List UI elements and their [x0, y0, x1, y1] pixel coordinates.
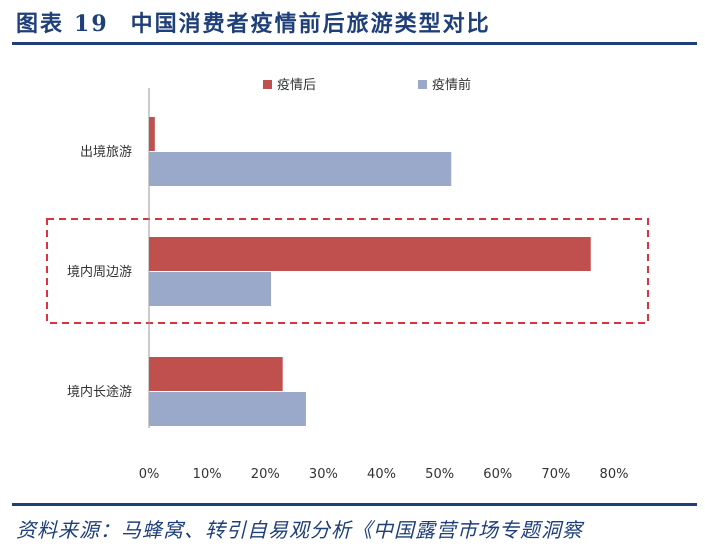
category-label: 境内长途游	[67, 384, 132, 400]
figure-prefix: 图表	[16, 11, 65, 37]
legend-swatch	[263, 80, 272, 89]
title-rule	[12, 42, 697, 45]
x-tick-label: 30%	[309, 467, 338, 482]
bar-before	[149, 272, 272, 306]
figure-title-text: 中国消费者疫情前后旅游类型对比	[130, 11, 491, 37]
x-tick-label: 10%	[193, 467, 222, 482]
highlight-box	[46, 218, 649, 324]
x-tick-label: 50%	[425, 467, 454, 482]
x-tick-label: 70%	[541, 467, 570, 482]
bar-after	[149, 237, 591, 271]
legend-label: 疫情前	[432, 77, 471, 93]
footer-rule	[12, 503, 697, 506]
source-note: 资料来源：马蜂窝、转引自易观分析《中国露营市场专题洞察	[16, 518, 583, 542]
category-label: 出境旅游	[80, 145, 132, 160]
x-tick-label: 80%	[600, 467, 629, 482]
x-tick-label: 60%	[483, 467, 512, 482]
legend-swatch	[418, 80, 427, 89]
figure-number: 19	[74, 11, 109, 37]
bar-after	[149, 357, 283, 391]
legend-label: 疫情后	[277, 77, 316, 93]
category-label: 境内周边游	[67, 264, 132, 280]
bar-after	[149, 117, 155, 151]
x-tick-label: 0%	[139, 467, 160, 482]
bar-before	[149, 152, 452, 186]
figure-title: 图表 19 中国消费者疫情前后旅游类型对比	[16, 6, 491, 38]
bar-before	[149, 392, 306, 426]
x-tick-label: 40%	[367, 467, 396, 482]
x-tick-label: 20%	[251, 467, 280, 482]
